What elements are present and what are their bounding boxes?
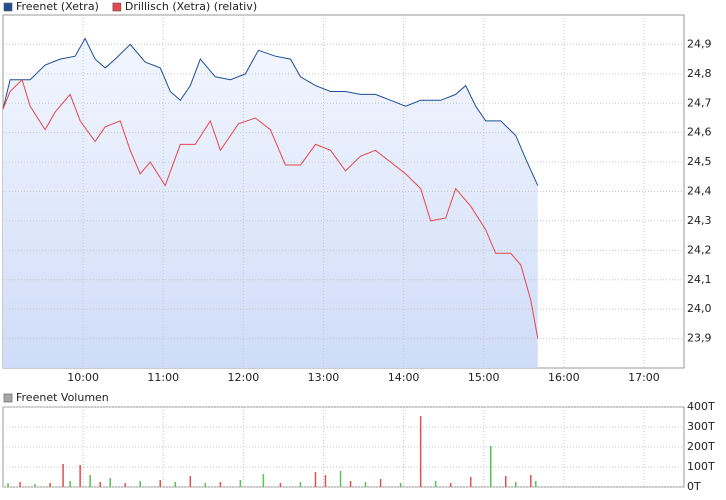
volume-bar [89,475,91,487]
x-tick-label: 11:00 [147,371,179,384]
volume-bar [299,482,302,487]
y-tick-label: 24,1 [687,273,712,286]
volume-bar [174,482,177,487]
volume-bar [69,481,71,487]
y-tick-label: 300T [687,420,715,433]
volume-bar [262,474,265,487]
volume-bar [139,481,141,487]
volume-bar [159,480,162,487]
x-tick-label: 12:00 [228,371,260,384]
volume-bar [339,471,342,487]
volume-bar [34,484,36,487]
volume-bar [449,483,452,487]
volume-bar [79,465,81,487]
y-tick-label: 23,9 [687,332,712,345]
y-tick-label: 24,2 [687,243,712,256]
volume-bar [219,482,222,487]
volume-bar [349,481,352,487]
volume-bar [419,416,422,487]
volume-bar [314,472,317,487]
volume-bar [239,480,242,487]
volume-bar [279,483,282,487]
volume-bar [515,482,517,487]
volume-bar [62,464,64,487]
x-tick-label: 17:00 [628,371,660,384]
legend-label: Drillisch (Xetra) (relativ) [125,0,257,13]
y-tick-label: 24,4 [687,185,712,198]
y-tick-label: 0T [687,480,701,493]
y-tick-label: 24,3 [687,214,712,227]
volume-bar [189,476,192,487]
volume-bar [434,481,437,487]
volume-bar [109,478,111,487]
y-tick-label: 100T [687,460,715,473]
legend-label: Freenet Volumen [16,391,109,404]
legend-swatch [3,393,13,403]
y-tick-label: 24,7 [687,96,712,109]
volume-bar [504,476,507,487]
volume-bar [469,477,472,487]
volume-bar [535,481,537,487]
y-tick-label: 400T [687,400,715,413]
volume-bar [204,483,207,487]
y-tick-label: 24,8 [687,67,712,80]
legend-swatch [112,2,122,12]
y-tick-label: 24,0 [687,302,712,315]
volume-bar [7,483,9,487]
y-tick-label: 200T [687,440,715,453]
line [2,78,539,339]
x-tick-label: 14:00 [388,371,420,384]
x-tick-label: 10:00 [67,371,99,384]
y-tick-label: 24,5 [687,155,712,168]
volume-bar [324,475,327,487]
x-tick-label: 13:00 [308,371,340,384]
volume-bar [490,446,492,487]
area [3,38,538,368]
volume-bar [19,482,21,487]
volume-bar [99,482,101,487]
line [2,37,539,186]
legend-label: Freenet (Xetra) [16,0,99,13]
x-tick-label: 16:00 [548,371,580,384]
y-tick-label: 24,6 [687,126,712,139]
legend-swatch [3,2,13,12]
volume-bar [530,475,532,487]
volume-bar [124,483,126,487]
volume-bar [49,483,51,487]
x-tick-label: 15:00 [468,371,500,384]
volume-bar [379,479,382,487]
volume-bar [364,482,367,487]
volume-bar [399,483,402,487]
y-tick-label: 24,9 [687,37,712,50]
